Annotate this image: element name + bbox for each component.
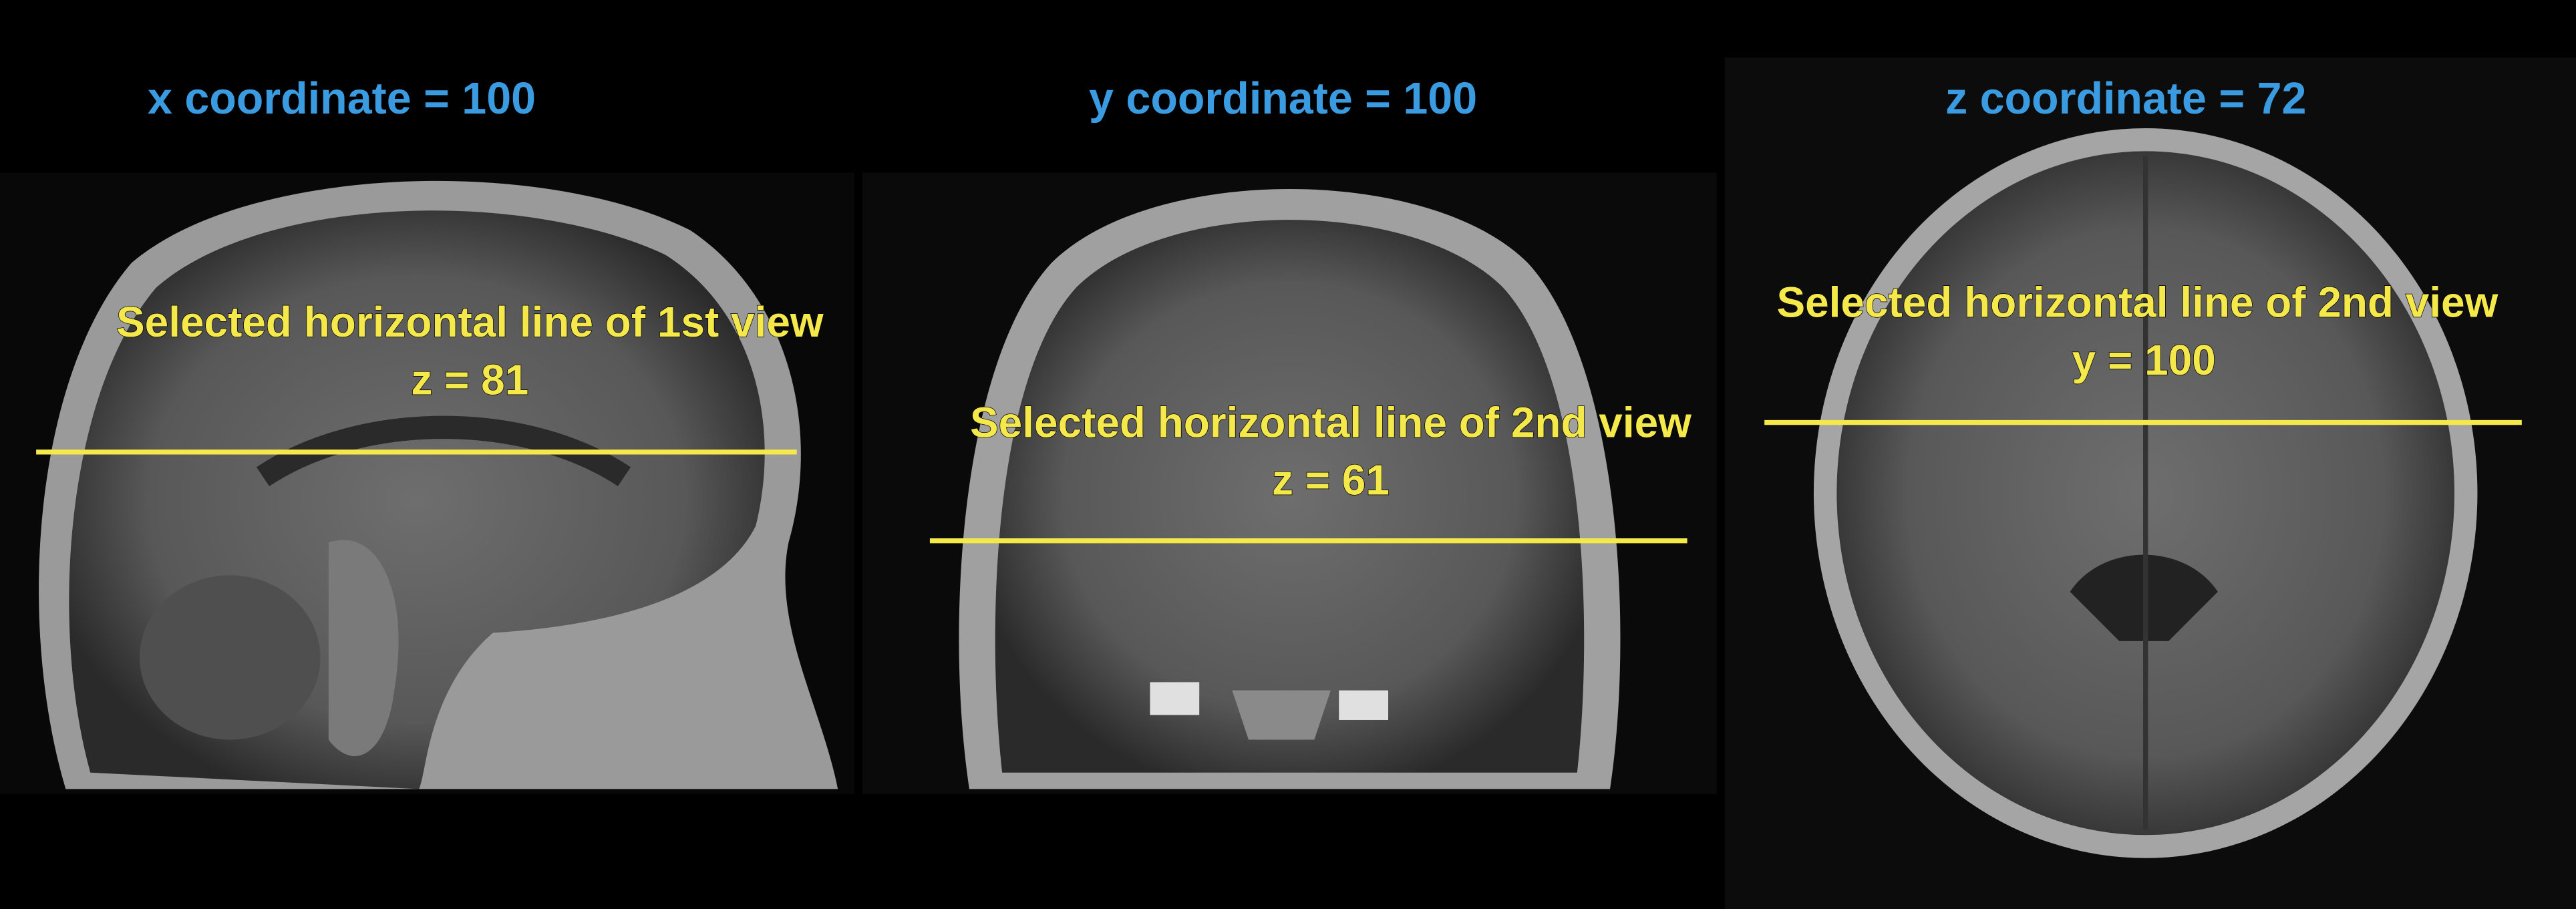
brainstem	[1232, 690, 1331, 740]
brainstem	[328, 540, 399, 757]
annotation: z = 81	[411, 355, 528, 403]
annotation: z = 61	[1272, 456, 1390, 504]
annotation: Selected horizontal line of 2nd view	[1776, 279, 2498, 327]
panel-title: x coordinate = 100	[148, 74, 536, 124]
bright-spot	[1150, 682, 1200, 715]
axial-view	[1725, 57, 2576, 909]
panel-title: z coordinate = 72	[1945, 74, 2306, 124]
annotation: Selected horizontal line of 1st view	[116, 298, 824, 346]
sagittal-view	[0, 172, 854, 794]
panel-title: y coordinate = 100	[1089, 74, 1477, 124]
cerebellum	[140, 575, 321, 740]
annotation: y = 100	[2072, 336, 2216, 384]
annotation: Selected horizontal line of 2nd view	[970, 398, 1692, 446]
coronal-view	[862, 172, 1717, 794]
brain	[995, 220, 1585, 773]
bright-spot	[1339, 690, 1389, 720]
